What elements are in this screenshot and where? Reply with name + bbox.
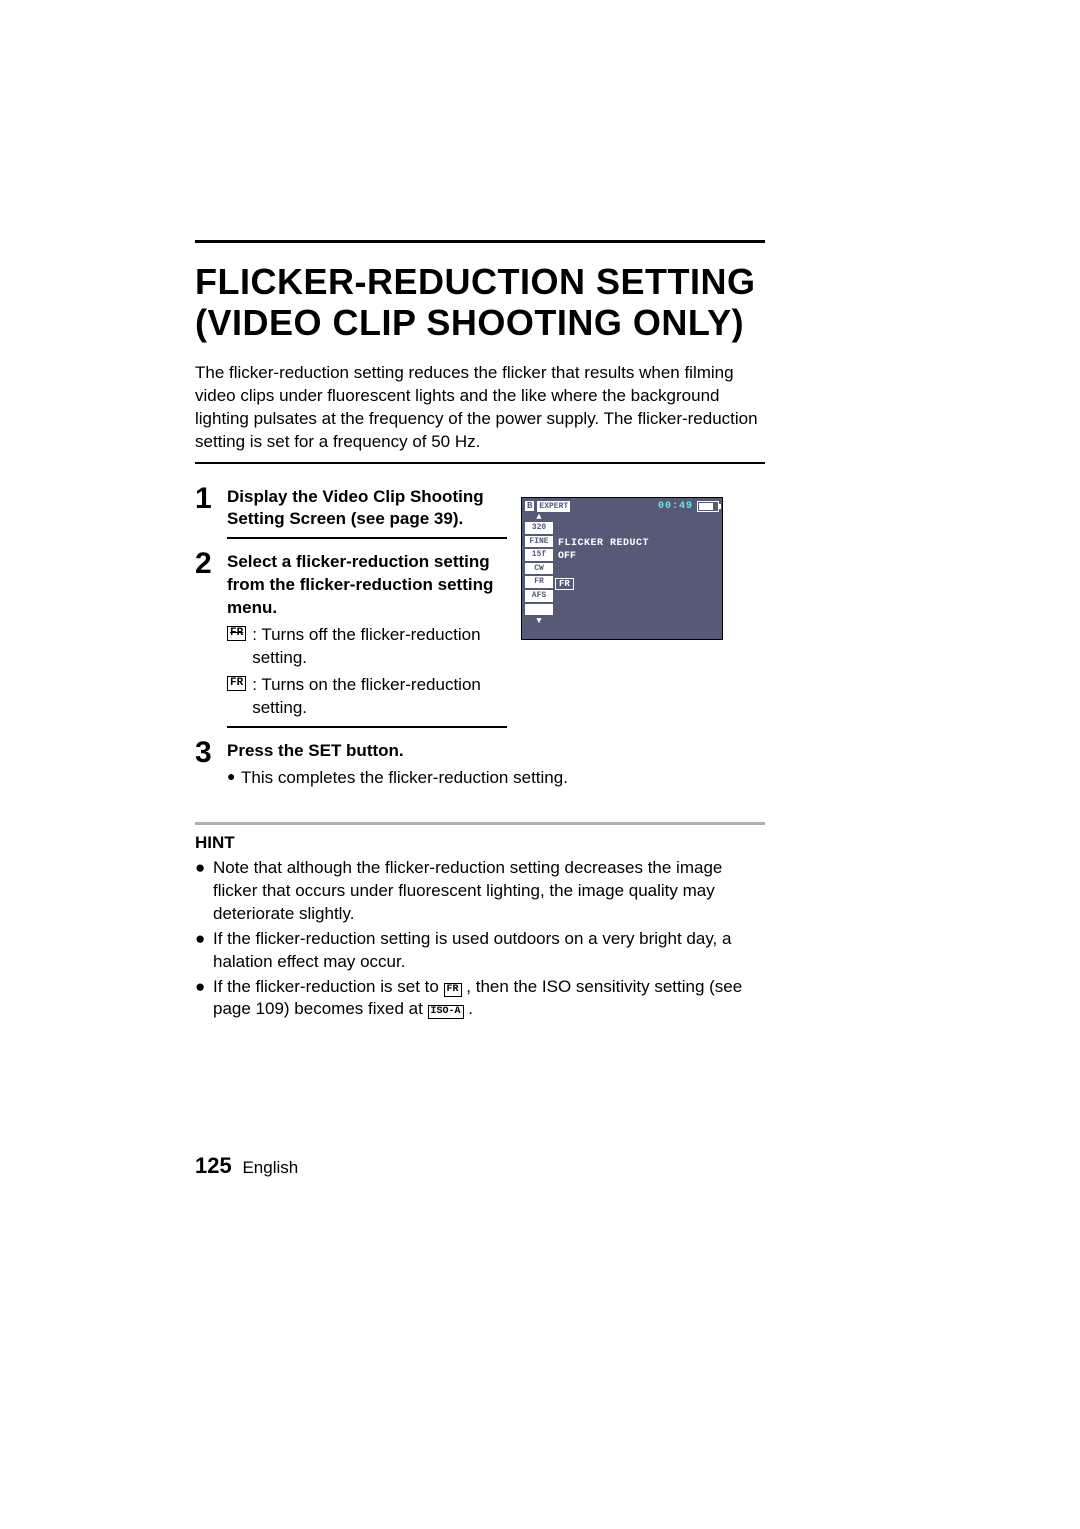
page-number: 125 (195, 1153, 232, 1178)
lcd-fr-selected: FR (555, 578, 574, 590)
top-rule (195, 240, 765, 243)
lcd-top-bar: B EXPERT 00:49 (522, 498, 722, 513)
iso-auto-icon: ISO-A (428, 1005, 464, 1019)
lcd-menu-value: OFF (558, 551, 576, 562)
option-text: : Turns off the flicker-reduction settin… (252, 624, 507, 670)
page-language: English (242, 1158, 298, 1177)
lcd-pill-320: 320 (525, 522, 553, 534)
hint-text-pre: If the flicker-reduction is set to (213, 977, 444, 996)
hint-text: Note that although the flicker-reduction… (213, 857, 765, 926)
lcd-pill-blank (525, 604, 553, 615)
option-text: : Turns on the flicker-reduction setting… (252, 674, 507, 720)
hint-line: ● If the flicker-reduction setting is us… (195, 928, 765, 974)
camera-lcd-screenshot: B EXPERT 00:49 ▲ 320 FINE 15f CW FR AFS … (521, 497, 723, 640)
step-heading: Display the Video Clip Shooting Setting … (227, 487, 484, 529)
lcd-menu-label: FLICKER REDUCT (558, 538, 649, 549)
down-arrow-icon: ▼ (525, 617, 553, 626)
title-line-1: FLICKER-REDUCTION SETTING (195, 261, 880, 302)
page-title: FLICKER-REDUCTION SETTING (VIDEO CLIP SH… (195, 261, 880, 344)
lcd-pill-cw: CW (525, 563, 553, 575)
bullet-text: This completes the flicker-reduction set… (241, 767, 568, 790)
intro-paragraph: The flicker-reduction setting reduces th… (195, 362, 765, 454)
step-body: Select a flicker-reduction setting from … (227, 545, 507, 720)
lcd-mode-label: EXPERT (537, 501, 570, 512)
hint-text-post: . (468, 999, 473, 1018)
step-number: 1 (195, 480, 227, 514)
up-arrow-icon: ▲ (525, 513, 553, 522)
step-heading: Press the SET button. (227, 740, 765, 763)
lcd-pill-15f: 15f (525, 549, 553, 561)
title-line-2: (VIDEO CLIP SHOOTING ONLY) (195, 302, 880, 343)
fr-off-icon: FR (227, 626, 246, 641)
step-3: 3 Press the SET button. ● This completes… (195, 728, 765, 798)
lcd-time: 00:49 (658, 501, 693, 512)
step-body: Display the Video Clip Shooting Setting … (227, 480, 507, 532)
hint-block: HINT ● Note that although the flicker-re… (195, 822, 765, 1022)
option-line-on: FR : Turns on the flicker-reduction sett… (227, 674, 507, 720)
step-number: 3 (195, 734, 227, 768)
lcd-pill-fine: FINE (525, 536, 553, 548)
bullet-icon: ● (195, 976, 213, 999)
fr-icon: FR (444, 983, 462, 997)
step-number: 2 (195, 545, 227, 579)
bullet-icon: ● (227, 767, 241, 787)
hint-rule (195, 822, 765, 825)
lcd-pill-afs: AFS (525, 590, 553, 602)
lcd-left-column: ▲ 320 FINE 15f CW FR AFS ▼ (525, 513, 553, 626)
hint-line: ● If the flicker-reduction is set to FR … (195, 976, 765, 1022)
lcd-pill-fr: FR (525, 576, 553, 588)
bullet-icon: ● (195, 928, 213, 951)
intro-rule (195, 462, 765, 464)
bullet-icon: ● (195, 857, 213, 880)
hint-line: ● Note that although the flicker-reducti… (195, 857, 765, 926)
step-heading: Select a flicker-reduction setting from … (227, 551, 507, 620)
hint-title: HINT (195, 833, 765, 853)
hint-text: If the flicker-reduction is set to FR , … (213, 976, 765, 1022)
battery-icon (697, 501, 719, 512)
option-line-off: FR : Turns off the flicker-reduction set… (227, 624, 507, 670)
step-body: Press the SET button. ● This completes t… (227, 734, 765, 790)
lcd-mode-badge: B (525, 501, 534, 511)
page-footer: 125 English (195, 1153, 298, 1179)
fr-on-icon: FR (227, 676, 246, 691)
hint-body: ● Note that although the flicker-reducti… (195, 857, 765, 1022)
hint-text: If the flicker-reduction setting is used… (213, 928, 765, 974)
step-bullet: ● This completes the flicker-reduction s… (227, 767, 765, 790)
